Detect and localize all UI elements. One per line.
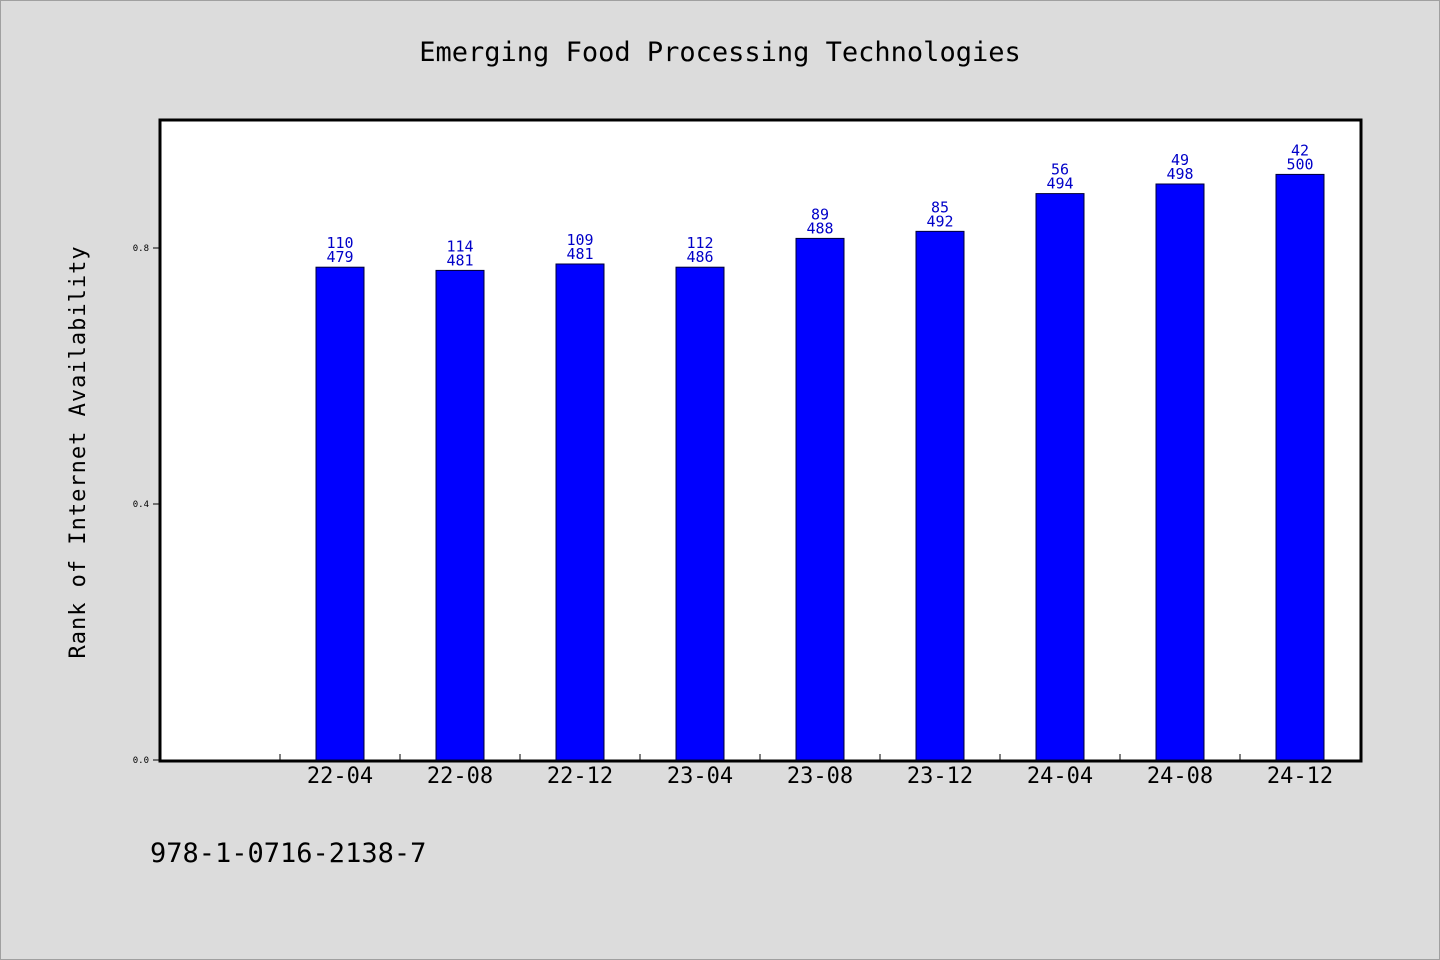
y-tick-label: 0.4 (133, 500, 149, 510)
bar-label-top: 89 (811, 205, 829, 223)
bar-label-top: 114 (446, 237, 473, 255)
y-tick-label: 0.8 (133, 244, 149, 254)
bar-label-top: 49 (1171, 151, 1189, 169)
bar-label-top: 56 (1051, 161, 1069, 179)
y-axis-ticks: 0.0 0.4 0.8 (133, 244, 160, 766)
bar-label-top: 112 (686, 234, 713, 252)
y-axis-label: Rank of Internet Availability (66, 245, 91, 658)
bar (795, 237, 845, 761)
bar-label-top: 42 (1291, 141, 1309, 159)
x-tick-label: 24-12 (1267, 764, 1333, 789)
bar (315, 266, 365, 761)
bar (1035, 193, 1085, 761)
bar (555, 263, 605, 761)
bar (1155, 183, 1205, 761)
bar-label-top: 109 (566, 231, 593, 249)
bar-label-bottom: 479 (326, 248, 353, 266)
bar-label-bottom: 481 (566, 245, 593, 263)
x-axis-ticks: 22-04 22-08 22-12 23-04 23-08 23-12 24-04 24-08… (279, 754, 1361, 789)
bar-label-top: 85 (931, 198, 949, 216)
y-tick-label: 0.0 (133, 756, 149, 766)
x-tick-label: 24-04 (1027, 764, 1093, 789)
x-tick-label: 23-12 (907, 764, 973, 789)
bar-label-top: 110 (326, 234, 353, 252)
bar-label-bottom: 481 (446, 251, 473, 269)
bar-label-bottom: 486 (686, 248, 713, 266)
x-tick-label: 22-08 (427, 764, 493, 789)
x-tick-label: 22-12 (547, 764, 613, 789)
isbn-footer: 978-1-0716-2138-7 (150, 838, 426, 869)
chart-title: Emerging Food Processing Technologies (419, 37, 1020, 68)
x-tick-label: 23-04 (667, 764, 733, 789)
bar-series (315, 173, 1325, 761)
bar-label-bottom: 498 (1166, 165, 1193, 183)
x-tick-label: 24-08 (1147, 764, 1213, 789)
x-tick-label: 22-04 (307, 764, 373, 789)
bar-label-bottom: 500 (1286, 155, 1313, 173)
bar (1275, 173, 1325, 761)
bar (675, 266, 725, 761)
bar-label-bottom: 488 (806, 219, 833, 237)
bar-data-labels: 1104791144811094811124868948885492564944… (326, 141, 1313, 269)
bar-label-bottom: 494 (1046, 175, 1073, 193)
x-tick-label: 23-08 (787, 764, 853, 789)
bar (915, 230, 965, 761)
bar (435, 269, 485, 761)
bar-label-bottom: 492 (926, 212, 953, 230)
